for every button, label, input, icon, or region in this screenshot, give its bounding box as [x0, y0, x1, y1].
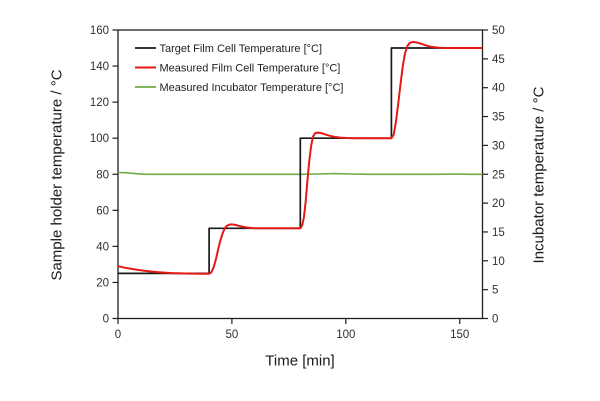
y-right-tick-label: 30: [492, 140, 505, 152]
y-left-tick-label: 60: [96, 205, 109, 217]
y-left-tick-label: 20: [96, 277, 109, 289]
y-left-tick-label: 80: [96, 169, 109, 181]
y-axis-title-right: Incubator temperature / °C: [530, 86, 548, 264]
y-left-tick-label: 120: [90, 97, 109, 109]
y-axis-title-left: Sample holder temperature / °C: [48, 69, 66, 281]
y-right-tick-label: 50: [492, 25, 505, 37]
x-tick-label: 100: [336, 329, 355, 341]
series-line-1: [117, 40, 483, 275]
x-tick-label: 0: [115, 329, 121, 341]
y-left-tick-label: 140: [90, 61, 109, 73]
legend-item-label-0: Target Film Cell Temperature [°C]: [160, 43, 323, 55]
y-right-tick-label: 45: [492, 54, 505, 66]
y-right-tick-label: 25: [492, 169, 505, 181]
series-line-0: [118, 47, 483, 275]
y-right-tick-label: 10: [492, 256, 505, 268]
x-axis-title: Time [min]: [265, 352, 335, 370]
y-left-tick-label: 160: [90, 25, 109, 37]
y-right-tick-label: 5: [492, 285, 498, 297]
y-left-tick-label: 100: [90, 133, 109, 145]
y-right-tick-label: 0: [492, 314, 498, 326]
y-left-tick-label: 40: [96, 241, 109, 253]
legend-item-label-1: Measured Film Cell Temperature [°C]: [160, 62, 341, 74]
y-left-tick-label: 0: [103, 314, 109, 326]
y-right-tick-label: 15: [492, 227, 505, 239]
y-right-tick-label: 40: [492, 83, 505, 95]
y-right-tick-label: 20: [492, 198, 505, 210]
x-tick-label: 50: [226, 329, 239, 341]
legend-item-label-2: Measured Incubator Temperature [°C]: [160, 82, 344, 94]
x-tick-label: 150: [450, 329, 469, 341]
y-right-tick-label: 35: [492, 112, 505, 124]
